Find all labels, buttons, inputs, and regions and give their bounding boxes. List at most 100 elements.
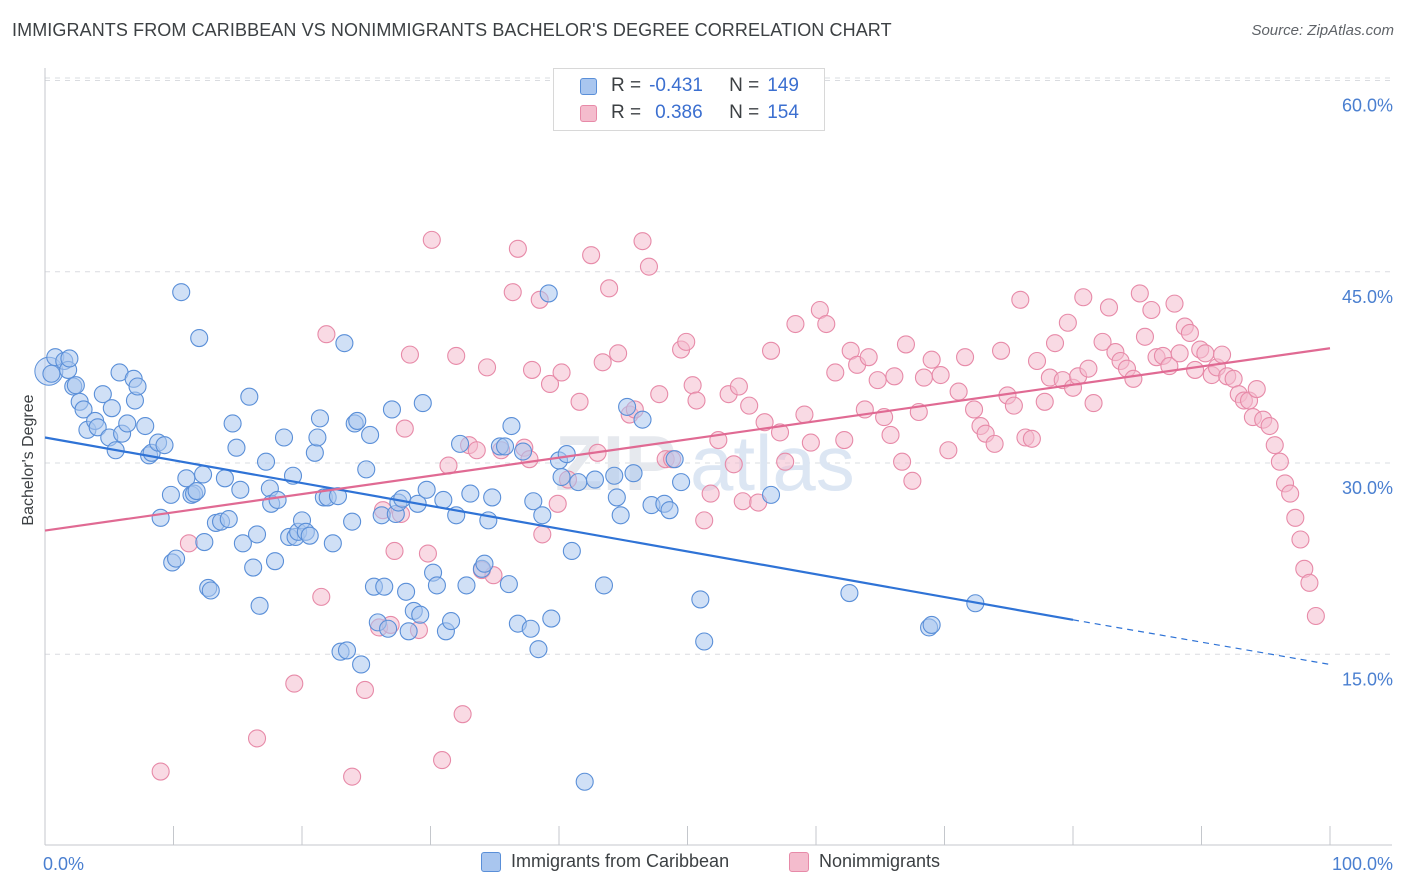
caribbean-point xyxy=(618,397,637,416)
nonimmigrants-point xyxy=(956,348,975,367)
caribbean-point xyxy=(233,534,252,553)
nonimmigrants-point xyxy=(1074,288,1093,307)
nonimmigrants-point xyxy=(433,751,452,770)
r-value: 0.386 xyxy=(655,102,703,123)
nonimmigrants-point xyxy=(508,239,527,258)
caribbean-point xyxy=(513,442,533,461)
caribbean-point xyxy=(495,437,515,456)
caribbean-point xyxy=(434,490,453,510)
caribbean-point xyxy=(274,428,294,447)
nonimmigrants-point xyxy=(582,246,601,265)
nonimmigrants-point xyxy=(1093,332,1112,351)
caribbean-point xyxy=(672,473,691,492)
caribbean-point xyxy=(594,576,614,595)
legend-row-nonimmigrants: R = 0.386 N = 154 xyxy=(580,100,799,126)
pink-swatch xyxy=(580,104,597,122)
n-value: 149 xyxy=(767,75,799,96)
nonimmigrants-point xyxy=(826,363,845,382)
nonimmigrants-point xyxy=(965,400,984,419)
nonimmigrants-point xyxy=(1291,530,1310,549)
y-tick-label: 30.0% xyxy=(1342,478,1393,498)
nonimmigrants-point xyxy=(1186,360,1205,379)
caribbean-point xyxy=(337,641,357,660)
chart-title: IMMIGRANTS FROM CARIBBEAN VS NONIMMIGRAN… xyxy=(12,20,892,40)
caribbean-point xyxy=(201,581,220,600)
caribbean-point xyxy=(483,488,502,507)
caribbean-point xyxy=(223,414,242,433)
trend-lines xyxy=(44,347,1331,666)
nonimmigrants-point xyxy=(1124,369,1143,388)
caribbean-point xyxy=(660,501,679,520)
nonimmigrants-point xyxy=(467,441,486,460)
caribbean-point xyxy=(457,576,476,595)
caribbean-point xyxy=(177,469,196,488)
caribbean-point xyxy=(328,487,348,506)
nonimmigrants-point xyxy=(914,368,933,387)
caribbean-point xyxy=(256,452,276,471)
nonimmigrants-point xyxy=(1130,284,1149,303)
legend-row-caribbean: R = -0.431 N = 149 xyxy=(580,73,799,99)
caribbean-point xyxy=(60,349,79,368)
caribbean-point xyxy=(524,492,543,511)
caribbean-point xyxy=(268,490,287,510)
nonimmigrants-point xyxy=(548,494,567,513)
nonimmigrants-point xyxy=(1265,436,1284,455)
y-axis-label: Bachelor's Degree xyxy=(20,394,37,525)
nonimmigrants-point xyxy=(1286,508,1305,527)
caribbean-point xyxy=(240,387,259,406)
caribbean-point xyxy=(542,609,561,628)
caribbean-point xyxy=(352,655,371,674)
nonimmigrants-point xyxy=(1142,300,1161,320)
stats-legend: R = -0.431 N = 149 R = 0.386 N = 154 xyxy=(553,68,825,131)
nonimmigrants-point xyxy=(609,344,628,363)
caribbean-point xyxy=(190,328,209,348)
caribbean-trend-extension xyxy=(1072,619,1331,666)
nonimmigrants-point xyxy=(1213,345,1232,364)
r-value: -0.431 xyxy=(649,75,703,96)
nonimmigrants-point xyxy=(1022,429,1041,448)
legend-item-nonimmigrants[interactable]: Nonimmigrants xyxy=(789,851,940,872)
nonimmigrants-point xyxy=(1011,290,1030,309)
nonimmigrants-point xyxy=(949,382,968,401)
nonimmigrants-point xyxy=(1045,334,1065,353)
caribbean-point xyxy=(305,443,324,462)
legend-label: Immigrants from Caribbean xyxy=(511,851,730,871)
nonimmigrants-point xyxy=(343,767,362,786)
caribbean-point xyxy=(611,506,630,525)
legend-item-caribbean[interactable]: Immigrants from Caribbean xyxy=(481,851,729,872)
nonimmigrants-point xyxy=(1180,323,1199,343)
nonimmigrants-point xyxy=(533,525,552,544)
caribbean-point xyxy=(118,414,137,433)
caribbean-point xyxy=(300,526,319,545)
bottom-legend: Immigrants from Caribbean Nonimmigrants xyxy=(0,851,1406,877)
caribbean-point xyxy=(413,394,432,413)
nonimmigrants-point xyxy=(552,363,571,382)
r-label: R = xyxy=(611,102,642,123)
nonimmigrants-point xyxy=(835,430,854,450)
caribbean-point xyxy=(136,416,155,436)
caribbean-point xyxy=(357,460,376,479)
caribbean-point xyxy=(397,582,416,601)
blue-swatch xyxy=(580,77,597,95)
caribbean-point xyxy=(215,469,234,488)
nonimmigrants-point xyxy=(817,314,836,334)
caribbean-point xyxy=(74,400,93,419)
nonimmigrants-point xyxy=(1035,392,1054,411)
caribbean-point xyxy=(310,409,330,428)
nonimmigrants-point xyxy=(1196,344,1215,363)
nonimmigrants-point xyxy=(650,385,669,404)
caribbean-point xyxy=(335,334,354,353)
caribbean-point xyxy=(308,428,327,447)
caribbean-point xyxy=(633,410,652,429)
x-tick-label: 0.0% xyxy=(43,854,84,874)
nonimmigrants-point xyxy=(1170,344,1189,363)
nonimmigrants-point xyxy=(593,353,612,372)
x-tick-label: 100.0% xyxy=(1332,854,1393,874)
caribbean-point xyxy=(695,632,714,651)
caribbean-point xyxy=(411,605,430,624)
nonimmigrants-point xyxy=(1281,484,1300,503)
caribbean-point xyxy=(499,575,518,594)
y-tick-label: 45.0% xyxy=(1342,287,1393,307)
caribbean-point xyxy=(187,481,206,501)
nonimmigrants-point xyxy=(395,419,414,438)
